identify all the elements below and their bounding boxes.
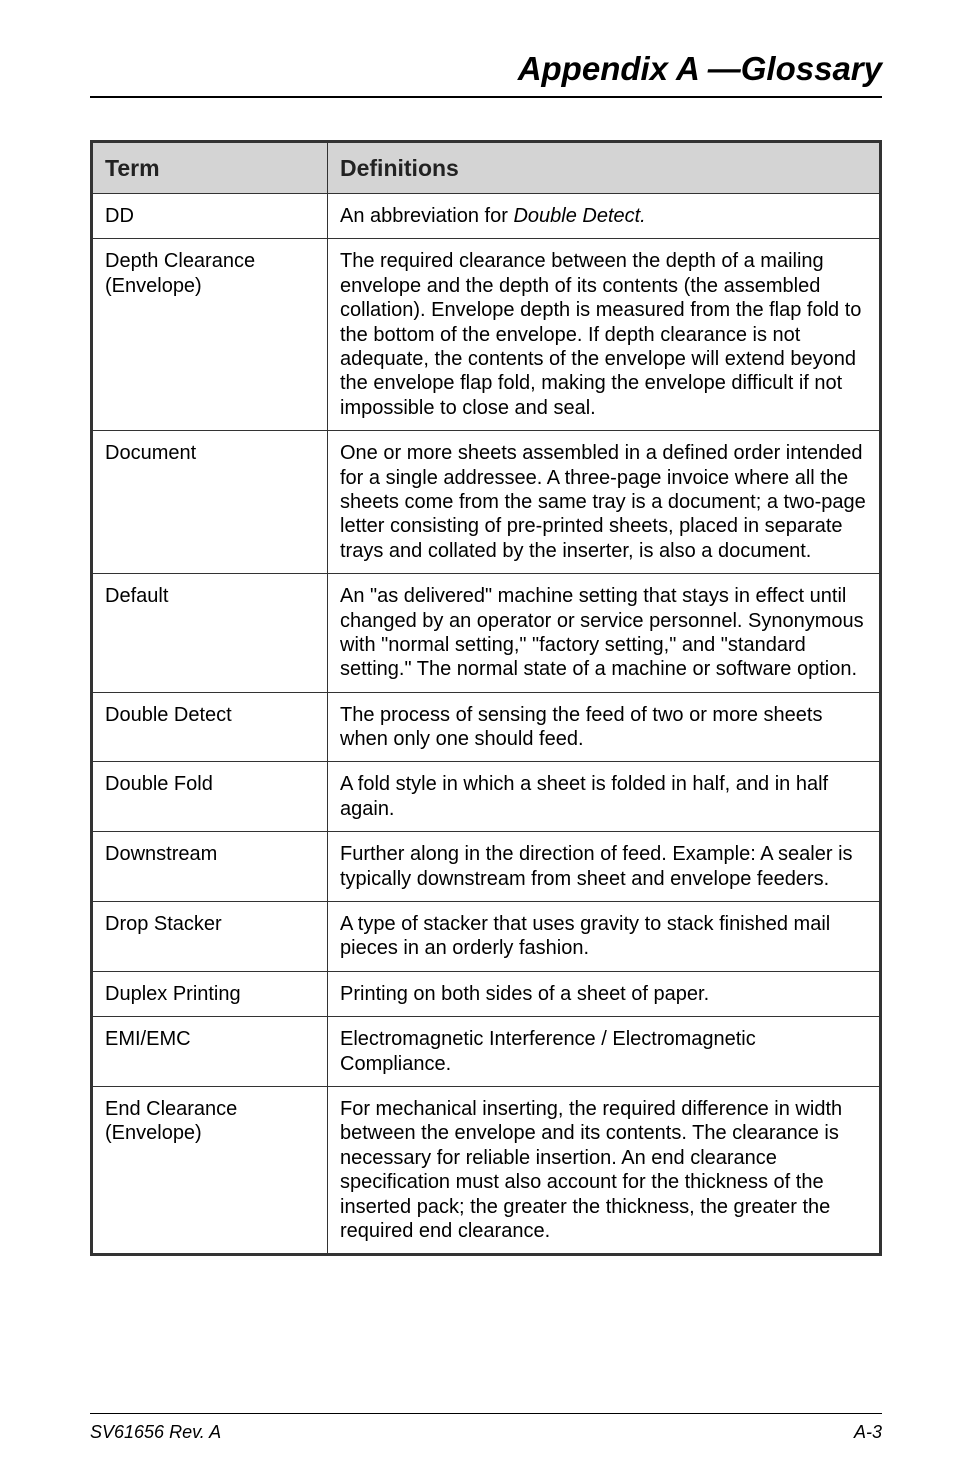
glossary-table-wrap: Term Definitions DD An abbreviation for … <box>90 140 882 1256</box>
def-cell: An abbreviation for Double Detect. <box>328 194 881 239</box>
def-cell: The required clearance between the depth… <box>328 239 881 431</box>
term-cell: Drop Stacker <box>92 902 328 972</box>
term-cell: Downstream <box>92 832 328 902</box>
table-row: Double Detect The process of sensing the… <box>92 692 881 762</box>
table-row: End Clearance (Envelope) For mechanical … <box>92 1086 881 1254</box>
page-footer: SV61656 Rev. A A-3 <box>90 1413 882 1443</box>
table-row: Double Fold A fold style in which a shee… <box>92 762 881 832</box>
def-cell: Further along in the direction of feed. … <box>328 832 881 902</box>
term-cell: Document <box>92 431 328 574</box>
term-cell: End Clearance (Envelope) <box>92 1086 328 1254</box>
def-cell: Electromagnetic Interference / Electroma… <box>328 1017 881 1087</box>
table-row: Document One or more sheets assembled in… <box>92 431 881 574</box>
table-row: Drop Stacker A type of stacker that uses… <box>92 902 881 972</box>
table-row: EMI/EMC Electromagnetic Interference / E… <box>92 1017 881 1087</box>
def-cell: A fold style in which a sheet is folded … <box>328 762 881 832</box>
table-header-row: Term Definitions <box>92 142 881 194</box>
def-cell: Printing on both sides of a sheet of pap… <box>328 971 881 1016</box>
table-row: Default An "as delivered" machine settin… <box>92 574 881 693</box>
table-row: Duplex Printing Printing on both sides o… <box>92 971 881 1016</box>
header-term: Term <box>92 142 328 194</box>
def-text: An abbreviation for <box>340 205 513 227</box>
footer-left: SV61656 Rev. A <box>90 1422 221 1443</box>
def-cell: A type of stacker that uses gravity to s… <box>328 902 881 972</box>
header-def: Definitions <box>328 142 881 194</box>
term-cell: EMI/EMC <box>92 1017 328 1087</box>
table-row: Downstream Further along in the directio… <box>92 832 881 902</box>
table-row: Depth Clearance (Envelope) The required … <box>92 239 881 431</box>
term-cell: DD <box>92 194 328 239</box>
page-title: Appendix A —Glossary <box>90 50 882 98</box>
def-cell: An "as delivered" machine setting that s… <box>328 574 881 693</box>
def-cell: The process of sensing the feed of two o… <box>328 692 881 762</box>
def-italic: Double Detect. <box>513 205 645 227</box>
def-cell: For mechanical inserting, the required d… <box>328 1086 881 1254</box>
term-cell: Double Detect <box>92 692 328 762</box>
term-cell: Depth Clearance (Envelope) <box>92 239 328 431</box>
glossary-table: Term Definitions DD An abbreviation for … <box>90 140 882 1256</box>
term-cell: Default <box>92 574 328 693</box>
def-cell: One or more sheets assembled in a define… <box>328 431 881 574</box>
footer-right: A-3 <box>854 1422 882 1443</box>
term-cell: Duplex Printing <box>92 971 328 1016</box>
page-container: Appendix A —Glossary Term Definitions DD… <box>0 0 954 1475</box>
table-row: DD An abbreviation for Double Detect. <box>92 194 881 239</box>
term-cell: Double Fold <box>92 762 328 832</box>
